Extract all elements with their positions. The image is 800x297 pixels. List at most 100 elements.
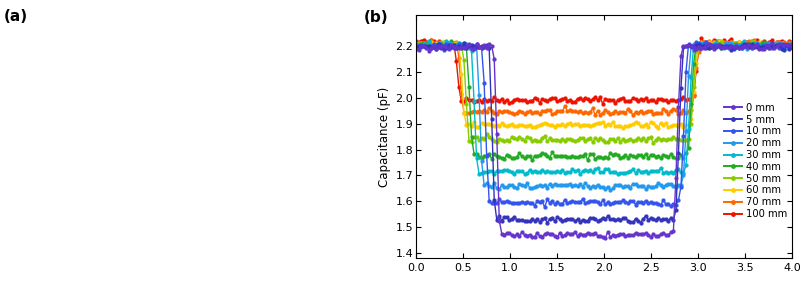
50 mm xyxy=(724,42,734,45)
40 mm xyxy=(540,153,550,156)
50 mm xyxy=(535,140,545,143)
0 mm xyxy=(674,105,683,109)
60 mm xyxy=(608,120,618,123)
10 mm xyxy=(411,45,421,49)
20 mm xyxy=(787,42,797,45)
5 mm xyxy=(538,217,547,221)
Line: 10 mm: 10 mm xyxy=(414,40,794,209)
5 mm xyxy=(787,45,797,49)
Line: 70 mm: 70 mm xyxy=(414,38,794,117)
60 mm xyxy=(714,39,724,43)
20 mm xyxy=(726,43,736,47)
20 mm xyxy=(676,184,686,187)
100 mm xyxy=(674,98,683,102)
20 mm xyxy=(628,182,638,185)
0 mm xyxy=(767,41,777,45)
70 mm xyxy=(674,113,683,116)
30 mm xyxy=(510,172,519,176)
Legend: 0 mm, 5 mm, 10 mm, 20 mm, 30 mm, 40 mm, 50 mm, 60 mm, 70 mm, 100 mm: 0 mm, 5 mm, 10 mm, 20 mm, 30 mm, 40 mm, … xyxy=(724,103,787,219)
Line: 0 mm: 0 mm xyxy=(414,41,794,240)
40 mm xyxy=(565,155,574,159)
Y-axis label: Capacitance (pF): Capacitance (pF) xyxy=(378,86,391,187)
Text: (a): (a) xyxy=(4,9,28,24)
40 mm xyxy=(613,153,622,157)
Line: 5 mm: 5 mm xyxy=(414,41,794,225)
60 mm xyxy=(560,124,570,128)
70 mm xyxy=(535,112,545,116)
Line: 100 mm: 100 mm xyxy=(414,36,794,106)
30 mm xyxy=(424,40,434,43)
40 mm xyxy=(726,43,736,47)
100 mm xyxy=(598,102,607,106)
5 mm xyxy=(411,45,421,48)
0 mm xyxy=(535,234,545,238)
60 mm xyxy=(618,127,628,130)
30 mm xyxy=(676,171,686,174)
10 mm xyxy=(787,42,797,46)
Text: (b): (b) xyxy=(363,10,388,25)
5 mm xyxy=(726,48,736,51)
60 mm xyxy=(674,124,683,127)
20 mm xyxy=(562,183,572,187)
10 mm xyxy=(674,198,683,202)
5 mm xyxy=(459,41,469,45)
70 mm xyxy=(411,41,421,45)
50 mm xyxy=(747,39,757,43)
Line: 50 mm: 50 mm xyxy=(414,39,794,145)
20 mm xyxy=(606,188,615,191)
0 mm xyxy=(787,44,797,48)
20 mm xyxy=(434,41,443,44)
30 mm xyxy=(628,168,638,171)
70 mm xyxy=(608,111,618,115)
50 mm xyxy=(411,43,421,47)
100 mm xyxy=(626,99,635,102)
5 mm xyxy=(610,218,620,222)
0 mm xyxy=(411,47,421,50)
70 mm xyxy=(787,41,797,44)
60 mm xyxy=(787,44,797,48)
0 mm xyxy=(601,236,610,240)
70 mm xyxy=(724,43,734,47)
Line: 60 mm: 60 mm xyxy=(414,39,794,130)
70 mm xyxy=(623,107,633,110)
Line: 20 mm: 20 mm xyxy=(414,41,794,192)
5 mm xyxy=(676,86,686,90)
50 mm xyxy=(674,137,683,140)
40 mm xyxy=(676,153,686,157)
50 mm xyxy=(623,138,633,142)
40 mm xyxy=(446,39,456,43)
5 mm xyxy=(636,221,646,225)
20 mm xyxy=(538,184,547,188)
40 mm xyxy=(787,45,797,49)
60 mm xyxy=(411,44,421,47)
40 mm xyxy=(527,159,537,162)
100 mm xyxy=(610,101,620,105)
10 mm xyxy=(535,200,545,204)
50 mm xyxy=(649,141,658,145)
10 mm xyxy=(610,200,620,204)
5 mm xyxy=(562,217,572,220)
60 mm xyxy=(626,123,635,127)
30 mm xyxy=(540,170,550,174)
100 mm xyxy=(696,37,706,40)
20 mm xyxy=(613,183,622,187)
50 mm xyxy=(560,139,570,142)
40 mm xyxy=(411,42,421,45)
100 mm xyxy=(411,40,421,43)
100 mm xyxy=(535,101,545,104)
10 mm xyxy=(726,45,736,48)
0 mm xyxy=(560,234,570,237)
30 mm xyxy=(787,45,797,48)
Line: 40 mm: 40 mm xyxy=(414,39,794,162)
10 mm xyxy=(626,199,635,203)
0 mm xyxy=(610,234,620,237)
30 mm xyxy=(411,45,421,49)
0 mm xyxy=(724,46,734,50)
10 mm xyxy=(540,206,550,209)
5 mm xyxy=(626,220,635,223)
100 mm xyxy=(726,37,736,40)
50 mm xyxy=(608,137,618,140)
100 mm xyxy=(560,97,570,100)
70 mm xyxy=(628,113,638,117)
Line: 30 mm: 30 mm xyxy=(414,40,794,176)
